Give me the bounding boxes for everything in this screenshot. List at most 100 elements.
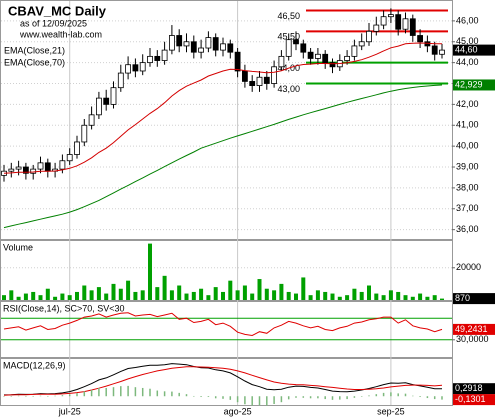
histogram-bar [280,396,283,403]
histogram-bar [105,387,107,397]
candle-body [263,76,270,84]
candle-body [329,62,336,68]
panel-title: RSI(Close,14), SC>70, SV<30 [3,303,125,313]
candle-body [168,35,175,51]
volume-bar [184,293,189,300]
volume-bar [425,296,430,300]
histogram-bar [375,394,378,397]
histogram-bar [98,387,100,397]
histogram-bar [236,396,239,403]
volume-bar [330,293,335,300]
histogram-bar [47,395,49,397]
volume-bar [118,288,123,300]
candle-body [234,51,241,72]
y-tick-label: 38,00 [456,182,479,192]
candle-body [154,55,161,61]
histogram-bar [156,390,159,397]
histogram-bar [353,396,356,398]
histogram-bar [419,396,421,398]
volume-bar [418,293,423,300]
candle-body [402,18,409,30]
level-label: 43,00 [277,84,300,94]
volume-bar [133,291,138,300]
volume-bar [155,287,160,300]
volume-bar [242,285,247,300]
candle-body [117,72,124,89]
candle-body [439,49,445,55]
volume-bar [16,296,21,300]
histogram-bar [287,396,290,400]
histogram-bar [134,387,137,397]
y-tick-label: 39,00 [456,161,479,171]
candle-body [59,160,66,170]
volume-bar [177,285,182,300]
level-label: 46,50 [277,11,300,21]
volume-bar [23,293,28,300]
y-tick-label: 20000 [456,262,481,272]
series-line [3,312,443,337]
candle-body [241,70,248,82]
candle-body [88,114,95,126]
volume-bar [96,287,101,300]
volume-bar [169,290,174,300]
value-box [453,44,495,56]
y-tick-label: 36,00 [456,224,479,234]
histogram-bar [324,396,326,400]
y-tick-label: 37,00 [456,203,479,213]
volume-bar [9,290,14,300]
panel-frame [0,240,453,301]
candle-body [285,39,292,57]
histogram-bar [346,396,348,400]
volume-bar [272,290,277,300]
chart-subtitle: as of 12/09/2025 [20,18,87,28]
histogram-bar [193,395,195,397]
histogram-bar [10,395,13,397]
volume-bar [213,287,218,300]
histogram-bar [120,386,122,397]
y-tick-label: 30,0000 [456,334,489,344]
histogram-bar [171,391,173,397]
volume-bar [345,295,350,300]
volume-bar [388,290,393,300]
candle-body [256,76,263,86]
volume-bar [403,295,408,300]
histogram-bar [178,392,180,397]
candle-body [198,47,205,53]
histogram-bar [258,396,261,406]
chart-title: CBAV_MC Daily [8,3,107,18]
candle-body [22,166,29,174]
volume-bar [301,277,306,300]
histogram-bar [149,388,151,397]
volume-bar [75,291,79,300]
candle-body [417,35,424,43]
volume-bar [148,243,152,300]
volume-bar [250,293,255,300]
candle-body [366,30,372,43]
candle-body [190,41,197,53]
volume-bar [235,290,240,300]
candle-body [96,97,102,116]
histogram-bar [54,395,56,397]
histogram-bar [39,395,42,397]
histogram-bar [266,396,268,406]
value-box [453,79,495,91]
series-line [3,84,443,229]
histogram-bar [317,396,319,399]
candle-body [227,43,234,53]
candle-body [358,41,365,47]
candle-body [205,37,212,49]
candle-body [81,124,88,143]
candle-body [44,162,51,172]
value-box-label: 0,2918 [455,383,483,393]
candle-body [380,16,387,26]
histogram-bar [397,393,399,397]
histogram-bar [251,396,253,406]
histogram-bar [32,395,34,397]
value-box [453,394,495,406]
volume-bar [440,298,444,300]
volume-bar [140,290,145,300]
volume-bar [308,295,313,300]
histogram-bar [309,396,312,399]
histogram-bar [141,387,144,397]
